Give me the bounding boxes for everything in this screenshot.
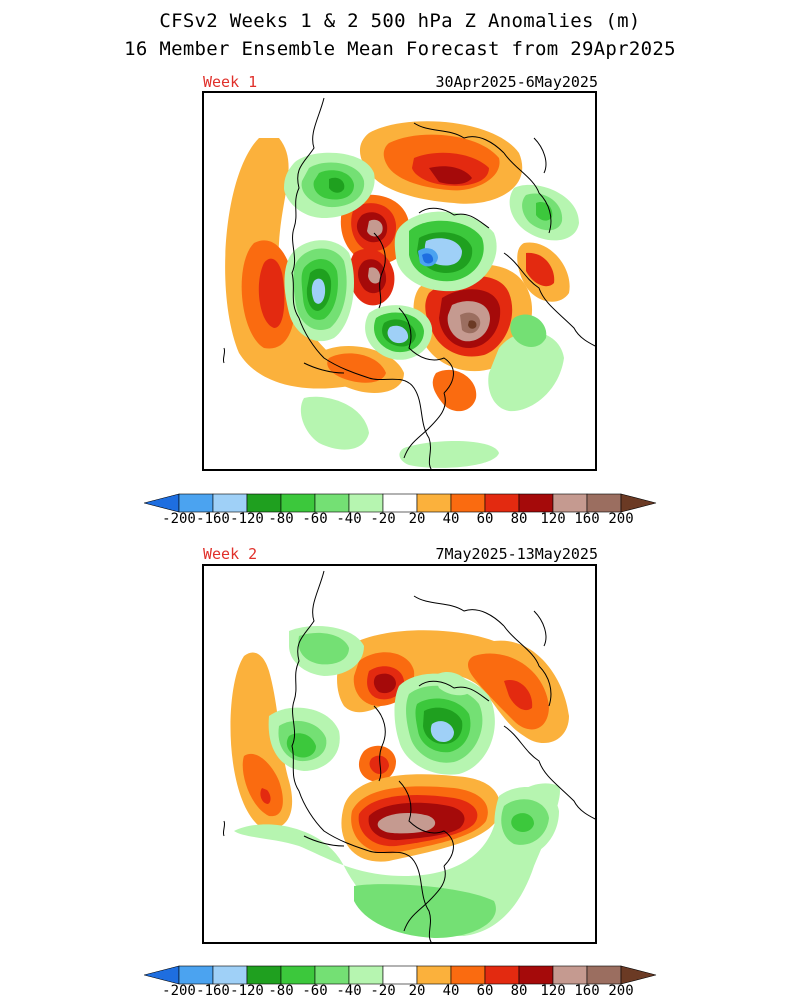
colorbar-tick-label: 60 (476, 511, 494, 527)
colorbar-tick-label: 200 (608, 511, 634, 527)
colorbar-tick-label: -20 (370, 511, 396, 527)
colorbar-tick-label: -200 (162, 983, 196, 999)
panel2-colorbar-labels: -200 -160 -120 -80 -60 -40 -20 20 40 60 … (0, 983, 800, 1003)
panel2-positive-anomalies (230, 630, 569, 862)
panel1-coastlines (222, 97, 595, 469)
panel2-colorbar (143, 965, 664, 989)
colorbar-tick-label: -40 (336, 983, 362, 999)
panel1-map (202, 91, 597, 471)
colorbar-tick-label: -80 (268, 983, 294, 999)
panel2-map (202, 564, 597, 944)
colorbar-tick-label: 40 (442, 511, 460, 527)
panel2-date-range: 7May2025-13May2025 (435, 545, 598, 563)
colorbar-tick-label: 200 (608, 983, 634, 999)
colorbar-tick-label: 120 (540, 511, 566, 527)
colorbar-tick-label: -200 (162, 511, 196, 527)
colorbar-tick-label: 120 (540, 983, 566, 999)
colorbar-tick-label: 40 (442, 983, 460, 999)
panel1-colorbar (143, 493, 664, 517)
colorbar-tick-label: 160 (574, 983, 600, 999)
colorbar-tick-label: -80 (268, 511, 294, 527)
panel1-colorbar-labels: -200 -160 -120 -80 -60 -40 -20 20 40 60 … (0, 511, 800, 531)
colorbar-tick-label: -20 (370, 983, 396, 999)
colorbar-tick-label: 20 (408, 983, 426, 999)
colorbar-tick-label: 20 (408, 511, 426, 527)
colorbar-tick-label: -120 (230, 983, 264, 999)
colorbar-tick-label: -60 (302, 511, 328, 527)
panel1-week-label: Week 1 (203, 73, 258, 91)
colorbar-tick-label: 60 (476, 983, 494, 999)
figure-title: CFSv2 Weeks 1 & 2 500 hPa Z Anomalies (m… (159, 10, 641, 32)
panel1-date-range: 30Apr2025-6May2025 (435, 73, 598, 91)
colorbar-tick-label: 80 (510, 511, 528, 527)
colorbar-tick-label: -40 (336, 511, 362, 527)
colorbar-tick-label: -160 (196, 983, 230, 999)
panel1-positive-anomalies (225, 121, 570, 412)
colorbar-tick-label: -60 (302, 983, 328, 999)
figure-subtitle: 16 Member Ensemble Mean Forecast from 29… (124, 38, 676, 60)
colorbar-tick-label: 160 (574, 511, 600, 527)
colorbar-tick-label: -160 (196, 511, 230, 527)
panel2-week-label: Week 2 (203, 545, 258, 563)
panel2-coastlines (222, 570, 595, 942)
panel2-negative-anomalies (234, 626, 560, 938)
colorbar-tick-label: 80 (510, 983, 528, 999)
panel1-negative-anomalies (284, 152, 579, 468)
colorbar-tick-label: -120 (230, 511, 264, 527)
